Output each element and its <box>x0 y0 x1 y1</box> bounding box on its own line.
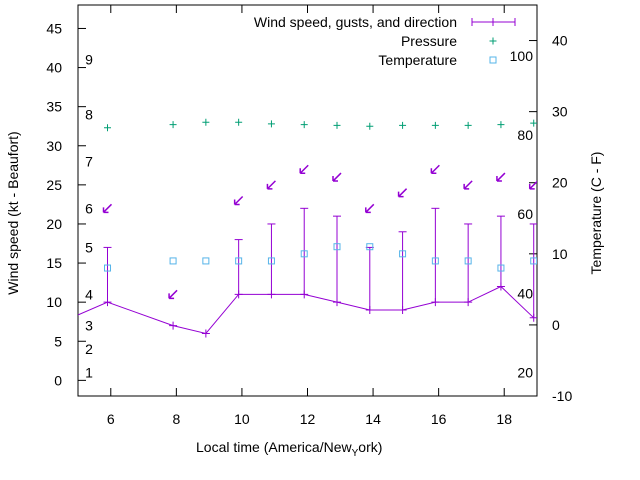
beaufort-label: 6 <box>85 200 93 216</box>
y2-tick-label: 0 <box>552 317 560 333</box>
wind-speed-line <box>78 285 535 334</box>
wind-speed-point <box>201 329 210 338</box>
legend: Wind speed, gusts, and direction Pressure… <box>254 14 516 68</box>
clipped-series <box>67 118 537 338</box>
pressure-point <box>300 121 308 129</box>
temperature-point <box>497 264 505 272</box>
temperature-point <box>169 257 177 265</box>
y-tick-label: 35 <box>46 99 62 115</box>
pressure-point <box>267 120 275 128</box>
y-tick-label: 40 <box>46 60 62 76</box>
x-tick-label: 18 <box>496 411 512 427</box>
y-tick-label: 15 <box>46 255 62 271</box>
legend-temperature-marker <box>489 56 497 64</box>
beaufort-label: 7 <box>85 153 93 169</box>
pressure-point <box>333 121 341 129</box>
temperature-point <box>366 243 374 251</box>
y-tick-label: 10 <box>46 294 62 310</box>
beaufort-label: 3 <box>85 318 93 334</box>
y-tick-label: 0 <box>54 372 62 388</box>
legend-pressure-marker <box>489 37 497 45</box>
temperature-point <box>530 257 537 265</box>
wind-direction-arrow <box>233 195 244 206</box>
temperature-point <box>399 250 407 258</box>
legend-label: Wind speed, gusts, and direction <box>254 14 457 30</box>
legend-label: Temperature <box>378 52 457 68</box>
fahrenheit-label: 100 <box>510 48 534 64</box>
temperature-point <box>300 250 308 258</box>
fahrenheit-label: 20 <box>517 365 533 381</box>
y2-tick-label: 40 <box>552 33 568 49</box>
pressure-point <box>399 121 407 129</box>
x-tick-label: 10 <box>234 411 250 427</box>
x-tick-label: 16 <box>431 411 447 427</box>
wind-direction-arrow <box>496 172 506 182</box>
pressure-point <box>235 118 243 126</box>
wind-direction-arrow <box>430 164 440 174</box>
x-tick-label: 14 <box>365 411 381 427</box>
fahrenheit-label: 40 <box>517 286 533 302</box>
y-tick-label: 20 <box>46 216 62 232</box>
temperature-point <box>267 257 275 265</box>
y-tick-label: 25 <box>46 177 62 193</box>
y2-tick-label: 20 <box>552 175 568 191</box>
y-axis-label: Wind speed (kt - Beaufort) <box>5 131 21 294</box>
wind-direction-arrow <box>528 180 537 190</box>
beaufort-label: 4 <box>85 286 93 302</box>
pressure-point <box>202 118 210 126</box>
beaufort-label: 2 <box>85 341 93 357</box>
fahrenheit-label: 60 <box>517 206 533 222</box>
x-tick-label: 6 <box>107 411 115 427</box>
temperature-point <box>431 257 439 265</box>
y2-tick-label: 10 <box>552 246 568 262</box>
pressure-point <box>431 121 439 129</box>
legend-label: Pressure <box>401 33 457 49</box>
wind-direction-arrow <box>299 164 309 174</box>
pressure-point <box>366 122 374 130</box>
x-axis-label-sub: Y <box>352 448 359 459</box>
beaufort-label: 5 <box>85 239 93 255</box>
y-tick-label: 5 <box>54 333 62 349</box>
beaufort-label: 9 <box>85 52 93 68</box>
wind-direction-arrow <box>463 180 473 190</box>
fahrenheit-label: 80 <box>517 127 533 143</box>
axis-ticks <box>78 5 537 397</box>
series-layer <box>67 118 537 338</box>
beaufort-label: 1 <box>85 365 93 381</box>
pressure-point <box>530 119 537 127</box>
y-tick-label: 45 <box>46 20 62 36</box>
wind-speed-point <box>67 314 75 322</box>
x-tick-label: 8 <box>172 411 180 427</box>
temperature-point <box>202 257 210 265</box>
temperature-point <box>235 257 243 265</box>
x-tick-label: 12 <box>300 411 316 427</box>
temperature-point <box>333 243 341 251</box>
wind-speed-point <box>169 321 178 330</box>
wind-direction-arrow <box>266 180 276 190</box>
y2-tick-label: 30 <box>552 104 568 120</box>
x-axis-label: Local time (America/NewYork) <box>196 439 382 459</box>
beaufort-label: 8 <box>85 106 93 122</box>
temperature-point <box>104 264 112 272</box>
y2-tick-label: -10 <box>552 388 572 404</box>
wind-direction-arrow <box>168 289 178 300</box>
pressure-point <box>464 121 472 129</box>
y-tick-label: 30 <box>46 138 62 154</box>
pressure-point <box>104 124 112 132</box>
pressure-point <box>169 121 177 129</box>
temperature-point <box>464 257 472 265</box>
y2-axis-label: Temperature (C - F) <box>588 152 604 275</box>
x-axis-label-end: ork) <box>358 439 382 455</box>
wind-direction-arrow <box>102 203 113 214</box>
plot-frame <box>77 4 538 397</box>
wind-direction-arrow <box>397 188 408 198</box>
wind-direction-arrow <box>365 203 375 214</box>
legend-wind-marker <box>489 18 497 26</box>
wind-direction-arrow <box>332 172 342 182</box>
x-axis-label-main: Local time (America/New <box>196 439 352 455</box>
pressure-point <box>497 121 505 129</box>
